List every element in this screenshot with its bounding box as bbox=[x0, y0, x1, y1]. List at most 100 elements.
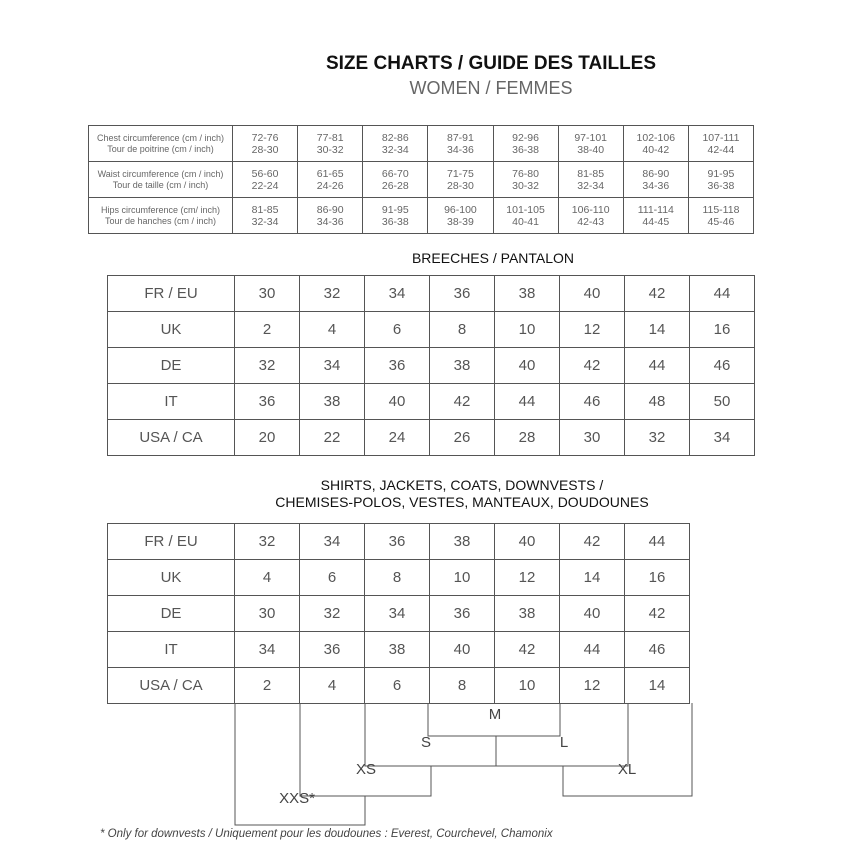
table-cell: 12 bbox=[559, 667, 625, 704]
table-cell: 30 bbox=[234, 595, 300, 632]
row-label: Hips circumference (cm/ inch) Tour de han… bbox=[88, 197, 233, 234]
label-en: Hips circumference (cm/ inch) bbox=[100, 204, 221, 215]
cm-value: 96-100 bbox=[444, 203, 477, 216]
inch-value: 34-36 bbox=[447, 143, 474, 156]
inch-value: 45-46 bbox=[707, 215, 735, 228]
inch-value: 44-45 bbox=[642, 215, 670, 228]
table-cell: 66-70 26-28 bbox=[362, 161, 429, 198]
table-cell: 106-110 42-43 bbox=[557, 197, 624, 234]
size-m: M bbox=[488, 706, 502, 723]
cm-value: 66-70 bbox=[381, 167, 409, 180]
label-fr: Tour de poitrine (cm / inch) bbox=[107, 143, 214, 154]
table-row: IT 36 38 40 42 44 46 48 50 bbox=[107, 383, 755, 420]
size-xs: XS bbox=[355, 761, 376, 778]
inch-value: 22-24 bbox=[251, 179, 279, 192]
table-cell: 36 bbox=[234, 383, 300, 420]
table-cell: 56-60 22-24 bbox=[231, 161, 299, 198]
shirts-title-line2: CHEMISES-POLOS, VESTES, MANTEAUX, DOUDOU… bbox=[275, 494, 649, 510]
inch-value: 32-34 bbox=[381, 143, 409, 156]
cm-value: 86-90 bbox=[642, 167, 670, 180]
cm-value: 81-85 bbox=[577, 167, 605, 180]
table-cell: 34 bbox=[364, 595, 430, 632]
table-cell: 24 bbox=[364, 419, 430, 456]
shirts-title-line1: SHIRTS, JACKETS, COATS, DOWNVESTS / bbox=[320, 477, 604, 493]
inch-value: 26-28 bbox=[381, 179, 409, 192]
bracket-xxs bbox=[234, 703, 366, 826]
table-cell: 46 bbox=[624, 631, 690, 668]
table-cell: 34 bbox=[689, 419, 755, 456]
table-cell: 10 bbox=[494, 311, 560, 348]
cm-value: 61-65 bbox=[316, 167, 344, 180]
page-subtitle: WOMEN / FEMMES bbox=[409, 78, 573, 98]
table-cell: 34 bbox=[364, 275, 430, 312]
table-row: Waist circumference (cm / inch) Tour de t… bbox=[88, 161, 755, 198]
bracket-xl bbox=[562, 703, 693, 797]
table-cell: 38 bbox=[429, 347, 495, 384]
table-cell: 2 bbox=[234, 667, 300, 704]
label-en: Chest circumference (cm / inch) bbox=[96, 132, 225, 143]
table-row: FR / EU 32 34 36 38 40 42 44 bbox=[107, 523, 690, 560]
table-cell: 38 bbox=[494, 595, 560, 632]
cm-value: 77-81 bbox=[316, 131, 344, 144]
breeches-table: FR / EU 30 32 34 36 38 40 42 44 UK 2 4 6 8 10 12 14 16 DE 3… bbox=[107, 275, 755, 456]
table-cell: 42 bbox=[429, 383, 495, 420]
row-label: UK bbox=[107, 311, 235, 348]
table-cell: 96-100 38-39 bbox=[427, 197, 494, 234]
table-cell: 16 bbox=[689, 311, 755, 348]
bracket-m bbox=[427, 703, 561, 737]
cm-value: 97-101 bbox=[574, 131, 608, 144]
table-cell: 14 bbox=[559, 559, 625, 596]
table-cell: 61-65 24-26 bbox=[297, 161, 364, 198]
table-row: Hips circumference (cm/ inch) Tour de han… bbox=[88, 197, 755, 234]
label-fr: Tour de hanches (cm / inch) bbox=[104, 215, 217, 226]
table-cell: 72-76 28-30 bbox=[231, 125, 299, 162]
cm-value: 115-118 bbox=[702, 203, 740, 216]
table-cell: 42 bbox=[559, 523, 625, 560]
table-cell: 107-111 42-44 bbox=[687, 125, 755, 162]
table-cell: 92-96 36-38 bbox=[492, 125, 559, 162]
inch-value: 42-44 bbox=[707, 143, 735, 156]
footnote: * Only for downvests / Uniquement pour l… bbox=[100, 828, 553, 840]
table-row: FR / EU 30 32 34 36 38 40 42 44 bbox=[107, 275, 755, 312]
inch-value: 28-30 bbox=[447, 179, 474, 192]
inch-value: 34-36 bbox=[642, 179, 670, 192]
table-cell: 4 bbox=[234, 559, 300, 596]
table-cell: 48 bbox=[624, 383, 690, 420]
table-cell: 38 bbox=[494, 275, 560, 312]
breeches-title: BREECHES / PANTALON bbox=[411, 250, 575, 266]
size-xl: XL bbox=[617, 761, 637, 778]
table-cell: 76-80 30-32 bbox=[492, 161, 559, 198]
table-row: UK 4 6 8 10 12 14 16 bbox=[107, 559, 690, 596]
inch-value: 38-40 bbox=[577, 143, 605, 156]
size-l: L bbox=[559, 734, 569, 751]
size-s: S bbox=[420, 734, 431, 751]
table-cell: 44 bbox=[689, 275, 755, 312]
size-xxs: XXS* bbox=[279, 790, 315, 807]
cm-value: 82-86 bbox=[381, 131, 409, 144]
bracket-s bbox=[364, 703, 497, 767]
table-cell: 44 bbox=[559, 631, 625, 668]
table-row: USA / CA 2 4 6 8 10 12 14 bbox=[107, 667, 690, 704]
cm-value: 87-91 bbox=[447, 131, 474, 144]
table-cell: 46 bbox=[559, 383, 625, 420]
table-cell: 12 bbox=[559, 311, 625, 348]
table-cell: 6 bbox=[364, 311, 430, 348]
row-label: Chest circumference (cm / inch) Tour de p… bbox=[88, 125, 233, 162]
cm-value: 106-110 bbox=[571, 203, 610, 216]
table-cell: 6 bbox=[299, 559, 365, 596]
row-label: IT bbox=[107, 631, 235, 668]
row-label: USA / CA bbox=[107, 419, 235, 456]
table-cell: 8 bbox=[364, 559, 430, 596]
table-cell: 36 bbox=[364, 523, 430, 560]
table-cell: 36 bbox=[429, 275, 495, 312]
table-cell: 102-106 40-42 bbox=[622, 125, 689, 162]
table-cell: 40 bbox=[429, 631, 495, 668]
label-en: Waist circumference (cm / inch) bbox=[97, 168, 224, 179]
table-cell: 40 bbox=[494, 523, 560, 560]
table-cell: 42 bbox=[624, 595, 690, 632]
bracket-l bbox=[496, 703, 629, 767]
inch-value: 30-32 bbox=[512, 179, 539, 192]
inch-value: 42-43 bbox=[577, 215, 605, 228]
table-cell: 36 bbox=[299, 631, 365, 668]
